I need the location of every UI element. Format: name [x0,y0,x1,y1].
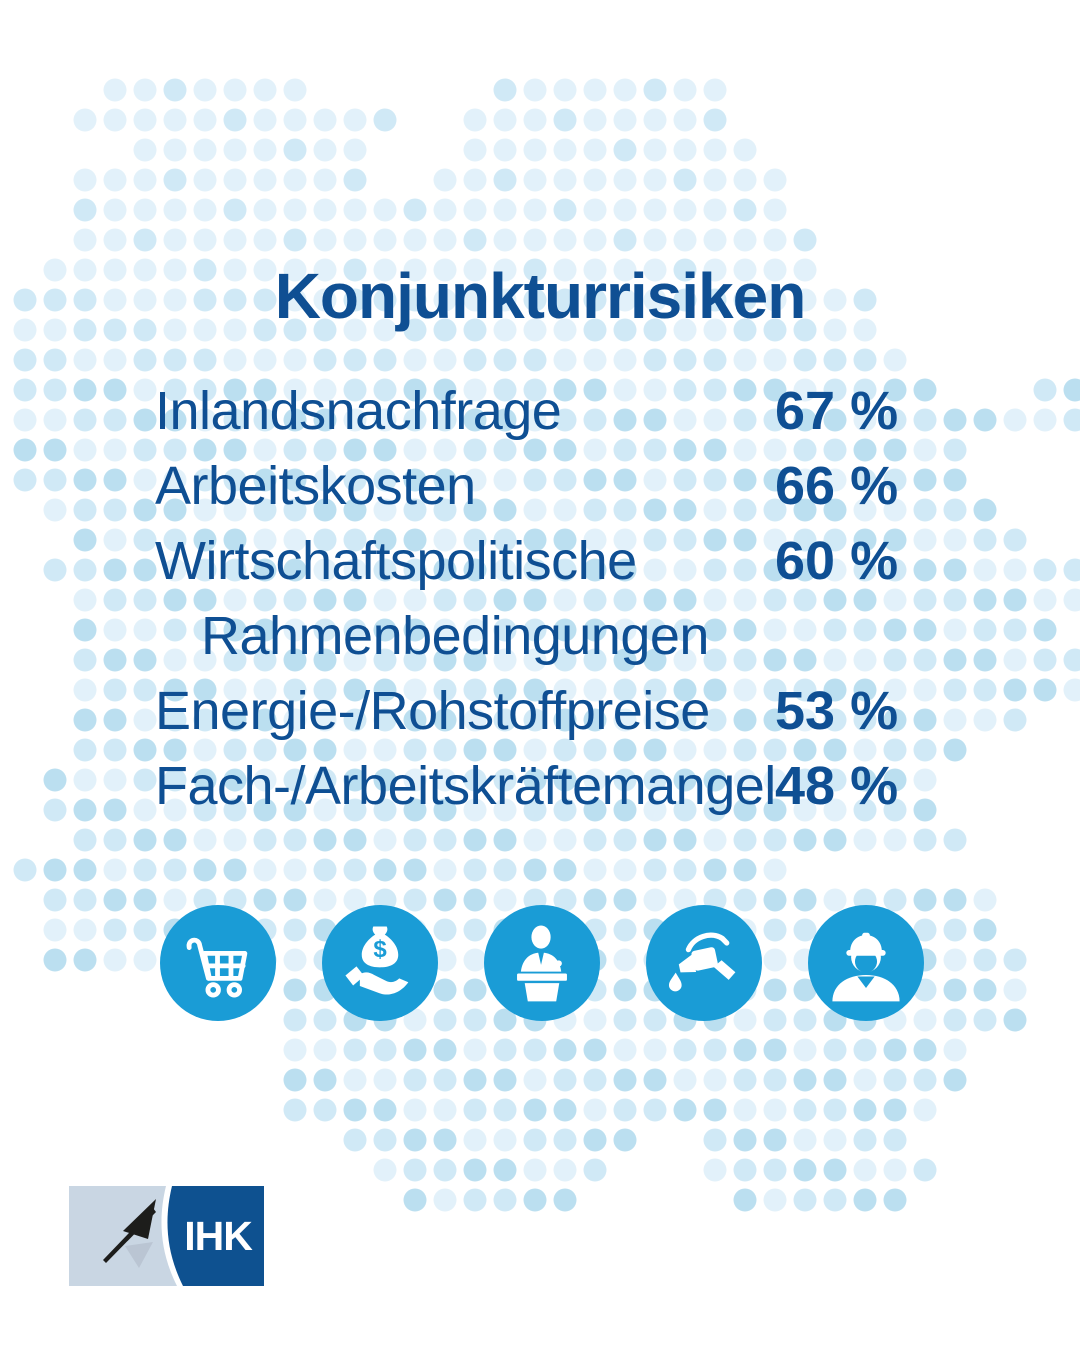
risk-label: Fach-/Arbeitskräftemangel [155,756,776,816]
shopping-cart-icon [160,905,276,1021]
risk-row-continuation: Rahmenbedingungen [155,599,955,674]
risk-label: Energie-/Rohstoffpreise [155,681,710,741]
risk-value: 53 % [775,681,899,741]
risk-label-line2: Rahmenbedingungen [201,606,709,666]
speaker-podium-icon [484,905,600,1021]
risk-value: 60 % [775,531,899,591]
ihk-logo-light-panel [69,1186,177,1286]
risk-value: 67 % [775,381,899,441]
risk-label: Inlandsnachfrage [155,381,562,441]
svg-text:$: $ [373,936,387,963]
risk-row: Arbeitskosten 66 % [155,449,955,524]
risk-row: Fach-/Arbeitskräftemangel 48 % [155,749,955,824]
construction-worker-icon [808,905,924,1021]
fuel-nozzle-icon [646,905,762,1021]
risk-row: Wirtschaftspolitische 60 % [155,524,955,599]
risk-row: Energie-/Rohstoffpreise 53 % [155,674,955,749]
risk-row: Inlandsnachfrage 67 % [155,374,955,449]
page-title: Konjunkturrisiken [274,260,807,332]
ihk-flag-shadow [125,1242,153,1268]
risk-icon-row: $ [160,905,924,1021]
risk-value: 66 % [775,456,899,516]
risk-value: 48 % [775,756,899,816]
risk-label: Arbeitskosten [155,456,476,516]
ihk-logo-dark-panel [167,1186,264,1286]
money-bag-hand-icon: $ [322,905,438,1021]
risk-list: Inlandsnachfrage 67 % Arbeitskosten 66 %… [155,374,955,824]
ihk-logo: IHK [69,1186,264,1286]
ihk-logo-text: IHK [184,1213,253,1259]
ihk-flag-pennant [123,1199,156,1239]
risk-label: Wirtschaftspolitische [155,531,637,591]
